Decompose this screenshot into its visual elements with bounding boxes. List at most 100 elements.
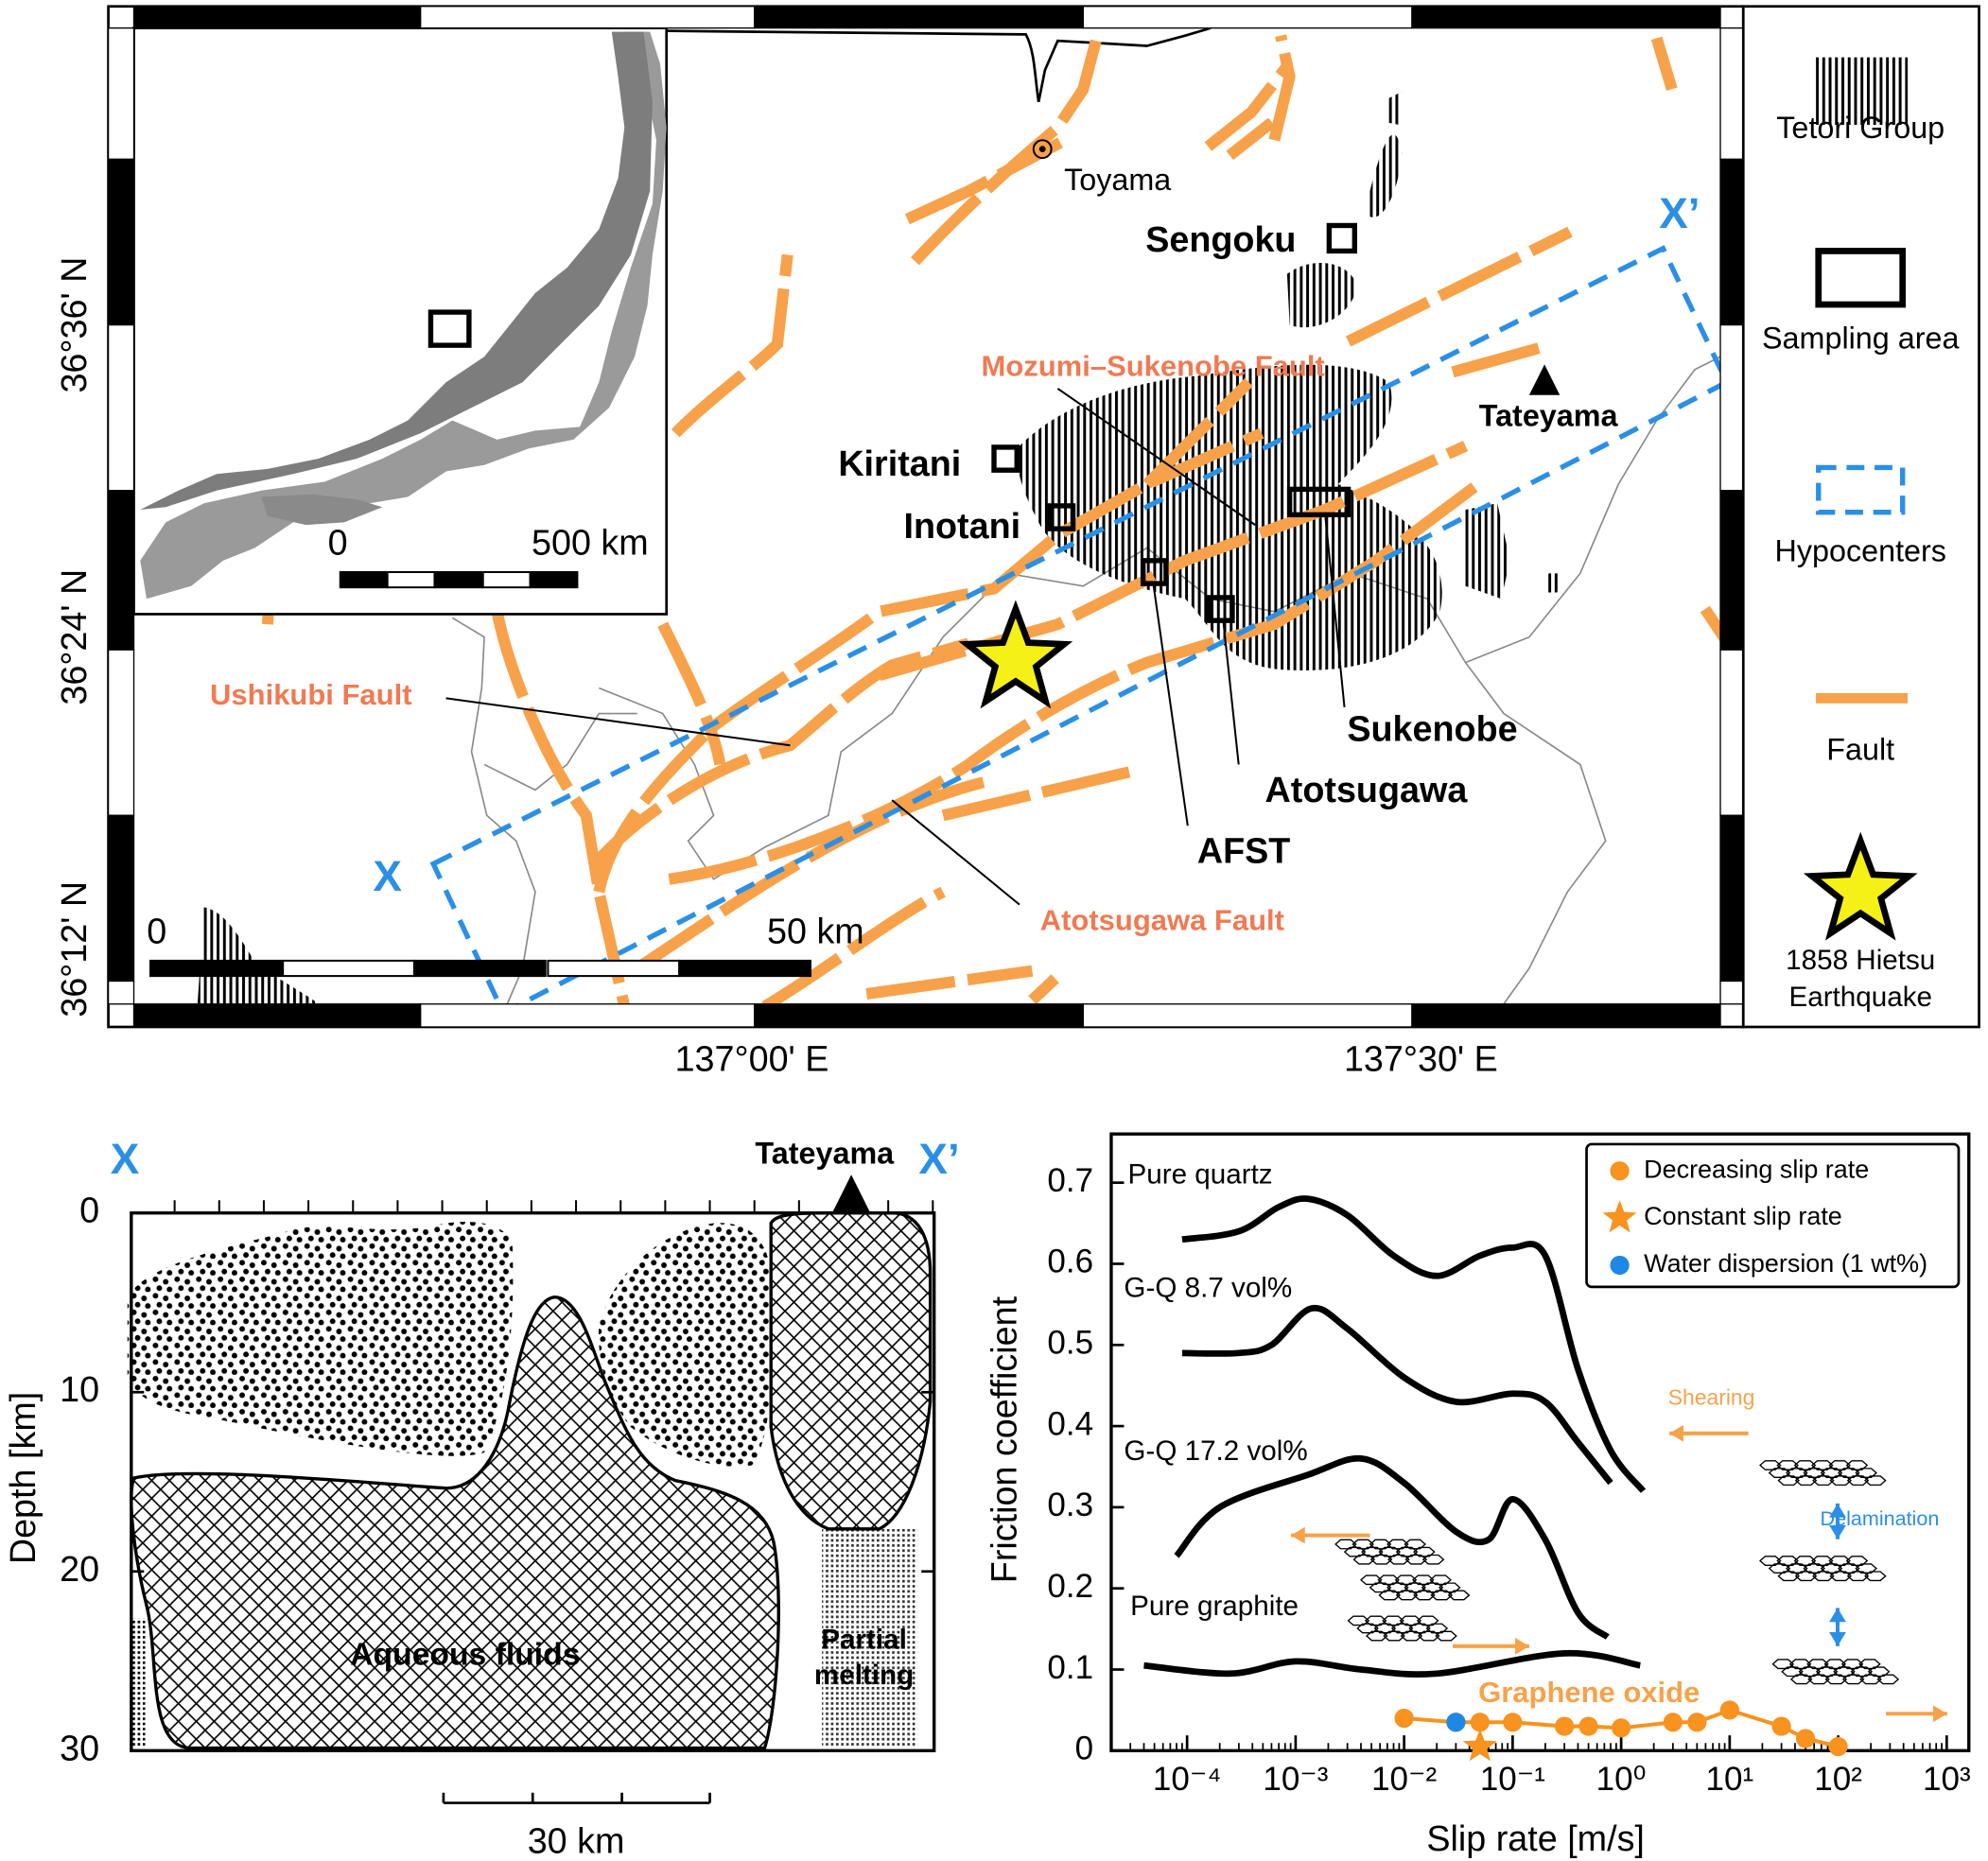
graphene-ring [1829,1475,1853,1487]
fault [588,637,970,871]
point [1687,1713,1707,1732]
map-border [1411,1003,1721,1028]
region-label: Aqueous fluids [350,1637,580,1672]
curve-label: G-Q 17.2 vol% [1124,1435,1307,1467]
scale-label: 30 km [528,1821,625,1861]
x-tick-label: 10¹ [1706,1761,1754,1798]
delamination-arrow [1829,1524,1846,1539]
boundary [483,712,637,791]
y-tick-label: 0.4 [1047,1405,1093,1442]
fault [1028,974,1059,1005]
legend-tetori [1816,57,1909,126]
y-tick-label: 0.3 [1047,1487,1093,1523]
x-tick-label: 10⁰ [1596,1761,1647,1798]
graphene-ring [1789,1674,1813,1685]
map-border [754,1003,1084,1028]
graphene-ring [1777,1475,1801,1487]
longitude-label: 137°00' E [675,1038,829,1078]
graphene-ring [1786,1563,1808,1574]
map-border [1719,649,1744,817]
hypocenter-cloud [598,1223,773,1467]
y-tick-label: 0.7 [1047,1162,1093,1199]
region-label: melting [814,1660,914,1691]
graphene-ring [1855,1468,1877,1478]
graphene-ring [1798,1666,1822,1678]
map-border [420,1003,756,1028]
friction-curve [1181,1195,1647,1493]
legend-frame [1585,1142,1961,1289]
graphene-ring [1759,1556,1782,1566]
map-border [1719,980,1744,1005]
peak-label: Tateyama [755,1137,895,1171]
y-tick-label: 0.5 [1047,1325,1093,1362]
fault [1226,117,1276,161]
scale-bar [529,570,579,589]
legend-label: Water dispersion (1 wt%) [1644,1249,1927,1278]
fault [491,610,631,1008]
sampling-area [991,444,1020,473]
point [1771,1716,1791,1736]
fault [904,137,1063,225]
graphene-ring [1360,1574,1383,1586]
point [1555,1716,1575,1736]
graphene-ring [1812,1571,1835,1582]
graphene-ring [1812,1475,1835,1487]
graphene-ring [1408,1623,1431,1634]
point [1446,1713,1466,1732]
graphene-ring [1828,1556,1851,1566]
graphene-ring [1850,1666,1874,1678]
map-border [132,1003,422,1028]
graphene-ring [1855,1563,1877,1574]
scale-bar [481,570,532,589]
scale-bar [412,959,547,978]
label: 0 [328,523,348,563]
graphene-ring [1794,1571,1818,1582]
graphene-ring [1399,1615,1422,1626]
y-tick-label: 0 [1075,1731,1093,1767]
fault [657,621,726,766]
graphene-ring [1838,1563,1860,1574]
graphene-ring [1803,1563,1825,1574]
graphene-ring [1759,1460,1782,1470]
graphene-ring [1377,1574,1400,1586]
graphene-ring [1781,1666,1804,1678]
map-border [1719,158,1744,326]
graphene-ring [1841,1674,1865,1685]
graphene-ring [1386,1582,1409,1593]
scale-bar [433,570,483,589]
x-tick-label: 10⁻² [1371,1761,1437,1798]
scale-bar [149,959,283,978]
map-border [1719,814,1744,983]
volcano-marker [831,1174,871,1213]
legend-label: Earthquake [1788,982,1932,1013]
graphene-ring [1828,1460,1851,1470]
graphene-ring [1846,1571,1870,1582]
scale-bar [547,959,681,978]
graphene-ring [1838,1468,1860,1478]
map-border [107,26,135,161]
point [1663,1713,1683,1732]
graphene-ring [1390,1623,1414,1634]
legend-marker [1610,1255,1630,1276]
leader-line [1222,621,1240,765]
tetori-group [1465,503,1510,600]
label: 500 km [532,523,649,563]
graphene-ring [1351,1539,1375,1550]
y-axis-label: Depth [km] [3,1392,43,1564]
graphene-ring [1867,1666,1891,1678]
x-tick-label: 10² [1814,1761,1862,1798]
y-tick-label: 0.6 [1047,1244,1093,1280]
graphene-ring [1793,1460,1817,1470]
legend-label: Constant slip rate [1644,1202,1842,1230]
leader-line [445,697,791,747]
legend-sampling [1815,248,1907,308]
graphene-ring [1815,1666,1839,1678]
map-border [107,649,135,817]
tetori-group [1386,92,1403,126]
map-border [107,490,135,651]
fault [1142,377,1253,489]
point [1612,1718,1631,1738]
graphene-ring [1394,1574,1418,1586]
map-border [1411,6,1721,29]
